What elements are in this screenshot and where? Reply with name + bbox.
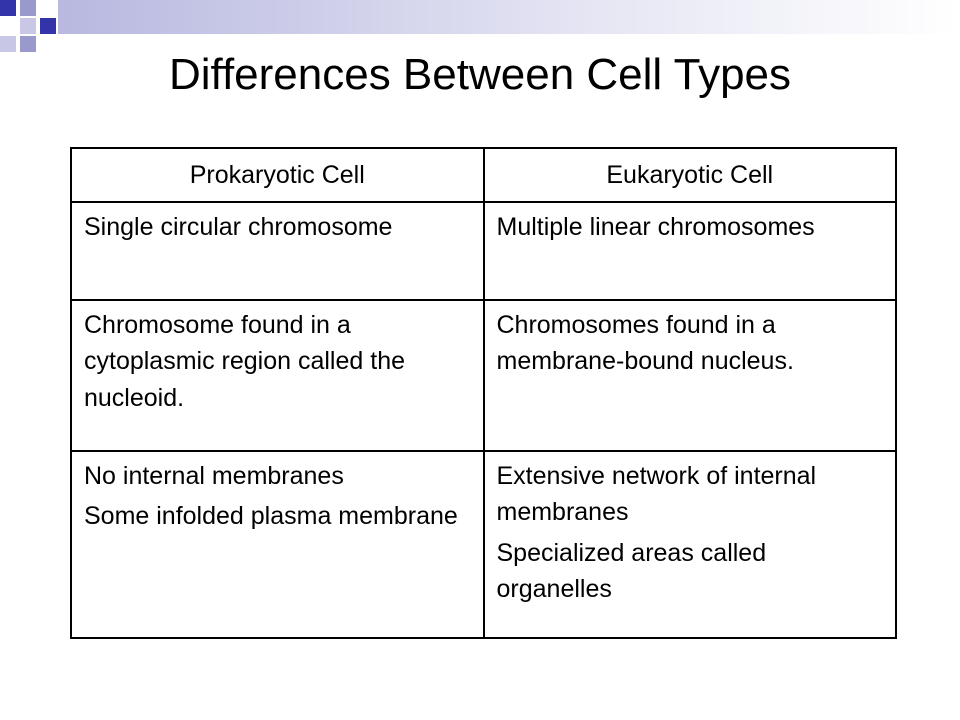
comparison-table: Prokaryotic Cell Eukaryotic Cell Single c… [70,147,897,639]
deco-square [20,18,36,34]
deco-square [20,0,36,16]
cell-text: No internal membranes [84,462,344,490]
table-cell: No internal membranes Some infolded plasm… [70,450,485,639]
table-cell: Extensive network of internal membranes S… [482,450,897,639]
deco-square [20,36,36,52]
column-header: Eukaryotic Cell [482,147,897,203]
cell-text: Single circular chromosome [84,213,393,241]
cell-text: Chromosome found in a cytoplasmic region… [84,311,405,412]
deco-square [0,36,16,52]
header-bar [58,0,960,34]
table-row: Single circular chromosome Multiple linea… [70,201,897,301]
table-cell: Single circular chromosome [70,201,485,301]
cell-text: Chromosomes found in a membrane-bound nu… [496,311,794,376]
slide-title: Differences Between Cell Types [168,50,792,99]
cell-text: Specialized areas called organelles [496,538,767,603]
table-cell: Chromosomes found in a membrane-bound nu… [482,299,897,452]
deco-square [0,0,16,16]
header-row: Prokaryotic Cell Eukaryotic Cell [70,147,897,203]
cell-text: Extensive network of internal membranes [496,462,817,527]
cell-text: Some infolded plasma membrane [84,502,458,531]
table-row: No internal membranes Some infolded plasm… [70,450,897,639]
table-row: Chromosome found in a cytoplasmic region… [70,299,897,452]
deco-square [40,18,56,34]
cell-text: Multiple linear chromosomes [496,213,815,241]
column-header: Prokaryotic Cell [70,147,485,203]
table-cell: Multiple linear chromosomes [482,201,897,301]
table-cell: Chromosome found in a cytoplasmic region… [70,299,485,452]
